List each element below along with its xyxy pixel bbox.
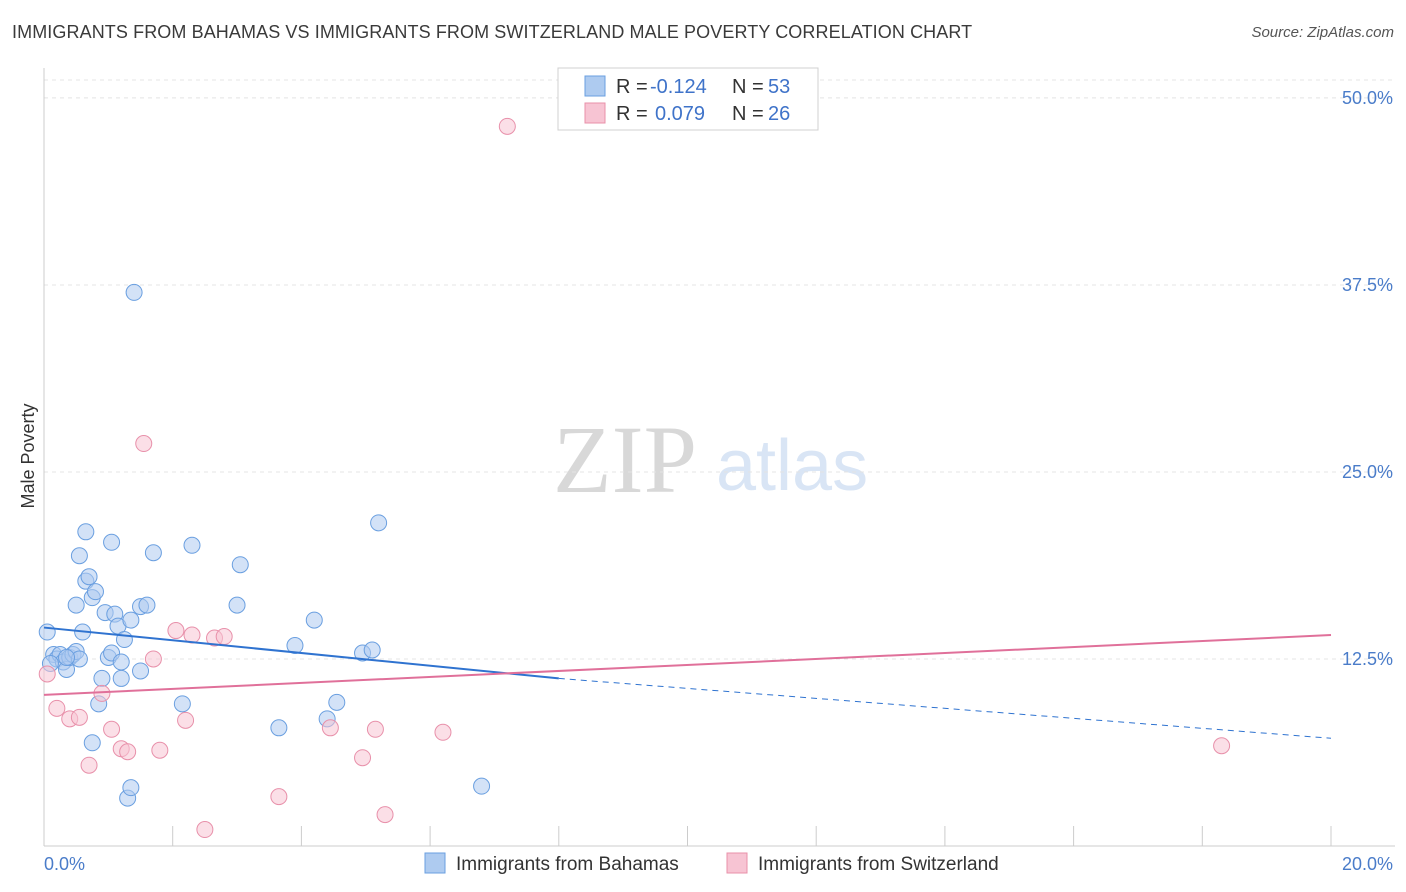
point-bahamas (132, 662, 150, 680)
point-bahamas (370, 514, 388, 532)
y-tick-label: 37.5% (1342, 275, 1393, 295)
trend-line-bahamas-extension (558, 677, 1332, 739)
point-bahamas (115, 631, 133, 649)
point-switzerland (366, 720, 384, 738)
point-bahamas (77, 523, 95, 541)
point-bahamas (80, 568, 98, 586)
legend-n-label-bahamas: N = (732, 76, 764, 98)
legend-swatch-bahamas (584, 75, 606, 97)
x-axis-ticks (43, 826, 1332, 846)
point-bahamas (286, 637, 304, 655)
point-bahamas (38, 623, 56, 641)
x-tick-label-min: 0.0% (44, 854, 85, 874)
point-switzerland (270, 788, 288, 806)
point-switzerland (1213, 737, 1231, 755)
trend-line-switzerland (43, 634, 1332, 696)
point-switzerland (167, 622, 185, 640)
point-bahamas (305, 611, 323, 629)
point-switzerland (354, 749, 372, 767)
point-bahamas (270, 719, 288, 737)
point-bahamas (138, 596, 156, 614)
legend-n-value-bahamas: 53 (768, 76, 790, 98)
legend-r-label-switzerland: R = (616, 103, 648, 125)
legend-n-value-switzerland: 26 (768, 103, 790, 125)
legend-swatch-switzerland (584, 102, 606, 124)
y-tick-label: 50.0% (1342, 88, 1393, 108)
point-bahamas (231, 556, 249, 574)
correlation-legend: R = -0.124 N = 53 R = 0.079 N = 26 (557, 67, 819, 131)
y-tick-label: 12.5% (1342, 649, 1393, 669)
point-bahamas (228, 596, 246, 614)
trend-lines (43, 626, 1332, 739)
point-switzerland (144, 650, 162, 668)
x-tick-label-max: 20.0% (1342, 854, 1393, 874)
point-bahamas (473, 777, 491, 795)
point-switzerland (215, 628, 233, 646)
point-bahamas (112, 653, 130, 671)
gridlines (44, 79, 1395, 660)
point-switzerland (38, 665, 56, 683)
bottom-legend-label-bahamas: Immigrants from Bahamas (456, 854, 679, 875)
data-points (38, 117, 1231, 839)
point-switzerland (119, 743, 137, 761)
legend-r-label-bahamas: R = (616, 76, 648, 98)
point-bahamas (67, 596, 85, 614)
series-legend: Immigrants from Bahamas Immigrants from … (424, 852, 999, 875)
watermark-zip: ZIP (553, 406, 697, 513)
point-switzerland (70, 708, 88, 726)
point-switzerland (376, 806, 394, 824)
point-bahamas (173, 695, 191, 713)
point-switzerland (498, 117, 516, 135)
point-switzerland (434, 723, 452, 741)
point-bahamas (144, 544, 162, 562)
point-switzerland (48, 699, 66, 717)
source-label: Source: ZipAtlas.com (1251, 24, 1394, 41)
y-tick-labels: 12.5% 25.0% 37.5% 50.0% (1342, 88, 1393, 669)
point-bahamas (58, 648, 76, 666)
point-bahamas (122, 779, 140, 797)
point-bahamas (125, 283, 143, 301)
point-bahamas (86, 583, 104, 601)
point-switzerland (321, 719, 339, 737)
point-bahamas (328, 693, 346, 711)
point-bahamas (70, 547, 88, 565)
point-bahamas (93, 669, 111, 687)
y-tick-label: 25.0% (1342, 462, 1393, 482)
y-axis-title: Male Poverty (18, 403, 38, 508)
point-switzerland (80, 756, 98, 774)
watermark-atlas: atlas (716, 426, 868, 506)
point-switzerland (135, 435, 153, 453)
bottom-legend-swatch-switzerland (726, 852, 748, 874)
point-bahamas (183, 536, 201, 554)
trend-line-bahamas (43, 626, 559, 680)
point-bahamas (112, 669, 130, 687)
chart-title: IMMIGRANTS FROM BAHAMAS VS IMMIGRANTS FR… (12, 22, 973, 42)
point-bahamas (83, 734, 101, 752)
point-switzerland (196, 821, 214, 839)
bottom-legend-label-switzerland: Immigrants from Switzerland (758, 854, 999, 875)
legend-r-value-switzerland: 0.079 (655, 103, 705, 125)
point-bahamas (363, 641, 381, 659)
point-bahamas (122, 611, 140, 629)
point-switzerland (177, 711, 195, 729)
point-switzerland (103, 720, 121, 738)
bottom-legend-swatch-bahamas (424, 852, 446, 874)
point-bahamas (103, 533, 121, 551)
legend-r-value-bahamas: -0.124 (650, 76, 707, 98)
legend-n-label-switzerland: N = (732, 103, 764, 125)
point-switzerland (151, 741, 169, 759)
